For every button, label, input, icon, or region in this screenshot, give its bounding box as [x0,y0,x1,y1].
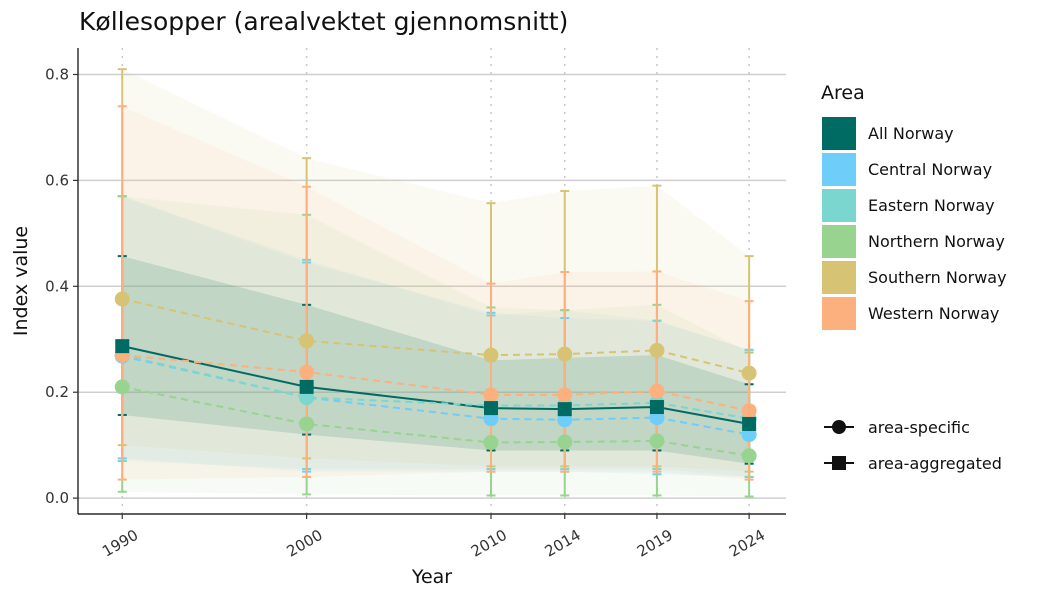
ribbon-all-norway [122,256,750,464]
line-northern-norway [122,385,750,457]
y-tick-label-0.2: 0.2 [45,383,69,401]
point-western-norway-2000 [299,364,315,380]
ribbon-western-norway [122,106,750,480]
legend-item-eastern-norway: Eastern Norway [822,189,995,222]
legend-item-northern-norway: Northern Norway [822,225,1005,258]
legend-item-southern-norway: Southern Norway [822,261,1007,294]
legend-item-all-norway: All Norway [822,117,954,150]
point-northern-norway-2014 [557,434,573,450]
legend-swatch-southern-norway [822,261,856,294]
point-all-norway-2014 [557,402,572,417]
legend-shape-label-area-aggregated: area-aggregated [868,454,1002,473]
x-tick-label-2019: 2019 [634,526,676,561]
legend-shape-entries: area-specific area-aggregated [824,418,1002,473]
legend-shape-area-aggregated: area-aggregated [824,454,1002,473]
legend-shape-area-specific: area-specific [824,418,970,437]
legend-swatch-all-norway [822,117,856,150]
line-eastern-norway [122,354,750,420]
point-southern-norway-1990 [114,291,130,307]
y-axis-ticks: 0.0 0.2 0.4 0.6 0.8 [45,65,78,507]
point-all-norway-2019 [649,400,664,415]
point-western-norway-2019 [649,383,665,399]
confidence-ribbons [122,69,750,497]
point-northern-norway-2024 [741,448,757,464]
x-tick-label-2024: 2024 [726,526,768,561]
x-axis-ticks: 1990 2000 2010 2014 2019 2024 [99,514,768,561]
legend-title: Area [821,82,865,104]
legend: Area All Norway Central Norway Eastern Nor… [821,82,1007,473]
y-tick-label-0.6: 0.6 [45,171,69,189]
y-tick-label-0.8: 0.8 [45,65,69,83]
chart-title: Køllesopper (arealvektet gjennomsnitt) [79,7,568,36]
point-all-norway-1990 [115,339,130,354]
point-southern-norway-2010 [483,347,499,363]
point-western-norway-2010 [483,387,499,403]
point-southern-norway-2014 [557,346,573,362]
point-western-norway-2024 [741,403,757,419]
line-all-norway [122,345,750,425]
legend-swatch-northern-norway [822,225,856,258]
ribbon-central-norway [122,196,750,477]
legend-label-southern-norway: Southern Norway [868,268,1007,287]
line-western-norway [122,354,750,412]
point-all-norway-2010 [484,401,498,416]
legend-swatch-eastern-norway [822,189,856,222]
legend-label-northern-norway: Northern Norway [868,232,1005,251]
legend-swatch-western-norway [822,297,856,330]
point-western-norway-2014 [557,387,573,403]
x-tick-label-2000: 2000 [284,526,326,561]
legend-shape-label-area-specific: area-specific [868,418,970,437]
x-tick-label-2010: 2010 [468,526,510,561]
legend-color-entries: All Norway Central Norway Eastern Norway No… [822,117,1007,330]
series-lines [122,298,750,457]
x-tick-label-2014: 2014 [542,526,584,561]
point-northern-norway-1990 [114,379,130,395]
legend-item-western-norway: Western Norway [822,297,999,330]
y-tick-label-0.0: 0.0 [45,489,69,507]
y-tick-label-0.4: 0.4 [45,277,69,295]
ribbon-northern-norway [122,196,750,497]
point-all-norway-2000 [299,379,314,394]
point-all-norway-2024 [742,416,757,431]
legend-square-marker [832,456,846,470]
legend-label-eastern-norway: Eastern Norway [868,196,995,215]
point-northern-norway-2019 [649,433,665,449]
point-northern-norway-2010 [483,435,499,451]
point-northern-norway-2000 [299,416,315,432]
point-southern-norway-2024 [741,365,757,381]
legend-label-central-norway: Central Norway [868,160,992,179]
legend-label-all-norway: All Norway [868,124,954,143]
ribbon-southern-norway [122,69,750,472]
legend-item-central-norway: Central Norway [822,153,992,186]
series-points [114,291,757,464]
line-southern-norway [122,298,750,375]
point-southern-norway-2000 [299,333,315,349]
point-southern-norway-2019 [649,342,665,358]
legend-swatch-central-norway [822,153,856,186]
x-axis-title: Year [411,566,452,588]
legend-circle-marker [832,420,846,434]
legend-label-western-norway: Western Norway [868,304,999,323]
x-tick-label-1990: 1990 [99,526,141,561]
ribbon-eastern-norway [122,196,750,477]
y-axis-title: Index value [10,226,32,336]
